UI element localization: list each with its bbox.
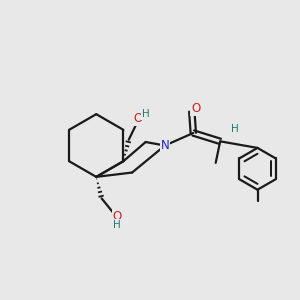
Text: O: O xyxy=(112,210,122,224)
Text: H: H xyxy=(113,220,120,230)
Text: H: H xyxy=(142,109,150,119)
Text: H: H xyxy=(231,124,239,134)
Text: O: O xyxy=(191,102,201,115)
Text: O: O xyxy=(134,112,143,125)
Text: N: N xyxy=(160,139,169,152)
